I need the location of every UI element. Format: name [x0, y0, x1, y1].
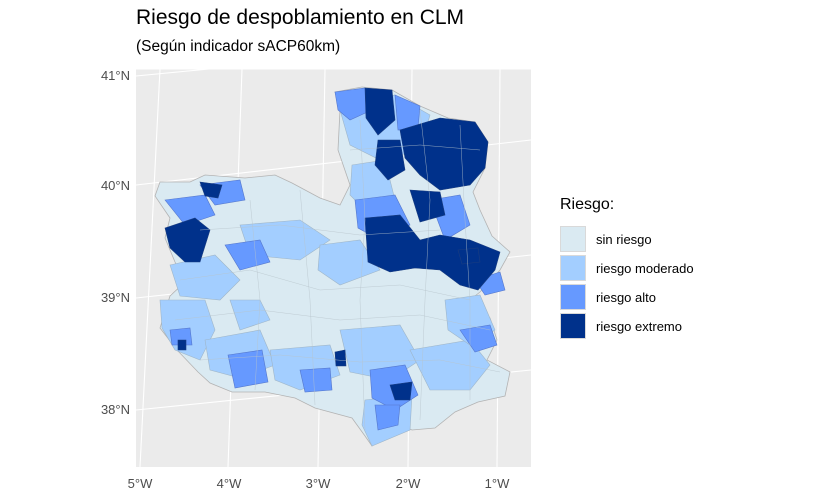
legend-label: riesgo alto	[596, 290, 656, 305]
lon-tick-label: 5°W	[127, 476, 153, 491]
legend-key-riesgo-moderado	[560, 255, 586, 281]
map-subtitle: (Según indicador sACP60km)	[136, 38, 341, 55]
legend-title: Riesgo:	[560, 196, 615, 213]
legend-label: riesgo moderado	[596, 261, 694, 276]
legend-key-sin-riesgo	[560, 226, 586, 252]
lat-tick-label: 40°N	[100, 178, 130, 193]
legend-key-riesgo-extremo	[560, 313, 586, 339]
lon-tick-label: 4°W	[216, 476, 242, 491]
legend-label: sin riesgo	[596, 232, 652, 247]
lat-tick-label: 38°N	[100, 402, 130, 417]
map-title: Riesgo de despoblamiento en CLM	[136, 6, 465, 29]
lat-tick-label: 39°N	[100, 290, 130, 305]
lon-tick-label: 2°W	[395, 476, 421, 491]
lon-tick-label: 1°W	[484, 476, 510, 491]
municipal-boundaries	[174, 109, 501, 431]
lon-tick-label: 3°W	[305, 476, 331, 491]
lat-tick-label: 41°N	[100, 68, 130, 83]
legend-key-riesgo-alto	[560, 284, 586, 310]
risk-extreme-areas	[164, 87, 501, 401]
legend-label: riesgo extremo	[596, 319, 682, 334]
